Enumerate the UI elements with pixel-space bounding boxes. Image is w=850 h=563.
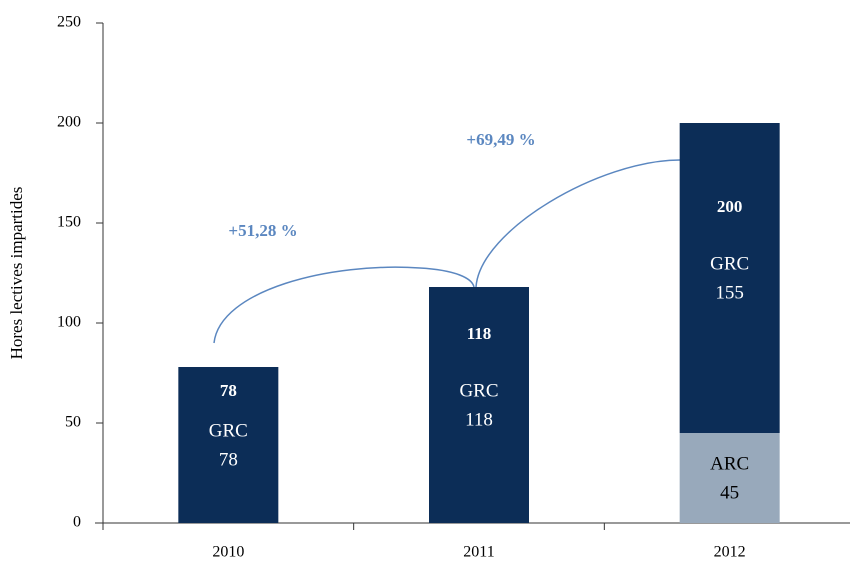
y-tick-label: 100	[57, 314, 81, 331]
total-label: 118	[467, 324, 492, 343]
bar-segment	[178, 367, 279, 523]
annotation: +51,28 %	[228, 221, 297, 240]
segment-value: 155	[715, 282, 744, 303]
bar-segment	[679, 123, 780, 433]
x-tick-label: 2012	[714, 544, 746, 561]
y-tick-label: 0	[73, 514, 81, 531]
segment-value: 45	[720, 482, 739, 503]
x-tick-label: 2011	[463, 544, 494, 561]
segment-name: ARC	[710, 453, 749, 474]
bar-segment	[429, 287, 529, 523]
segment-name: GRC	[209, 420, 248, 441]
total-label: 78	[220, 381, 237, 400]
y-axis-label: Hores lectives impartides	[7, 187, 26, 360]
annotation: +69,49 %	[466, 130, 535, 149]
y-tick-label: 150	[57, 214, 81, 231]
y-tick-label: 50	[65, 414, 81, 431]
segment-value: 78	[219, 449, 238, 470]
y-tick-label: 250	[57, 14, 81, 31]
total-label: 200	[717, 197, 743, 216]
segment-name: GRC	[459, 380, 498, 401]
segment-name: GRC	[710, 253, 749, 274]
bar-segment	[679, 433, 780, 523]
x-tick-label: 2010	[212, 544, 244, 561]
segment-value: 118	[465, 409, 493, 430]
growth-arc	[213, 266, 475, 344]
y-tick-label: 200	[57, 114, 81, 131]
